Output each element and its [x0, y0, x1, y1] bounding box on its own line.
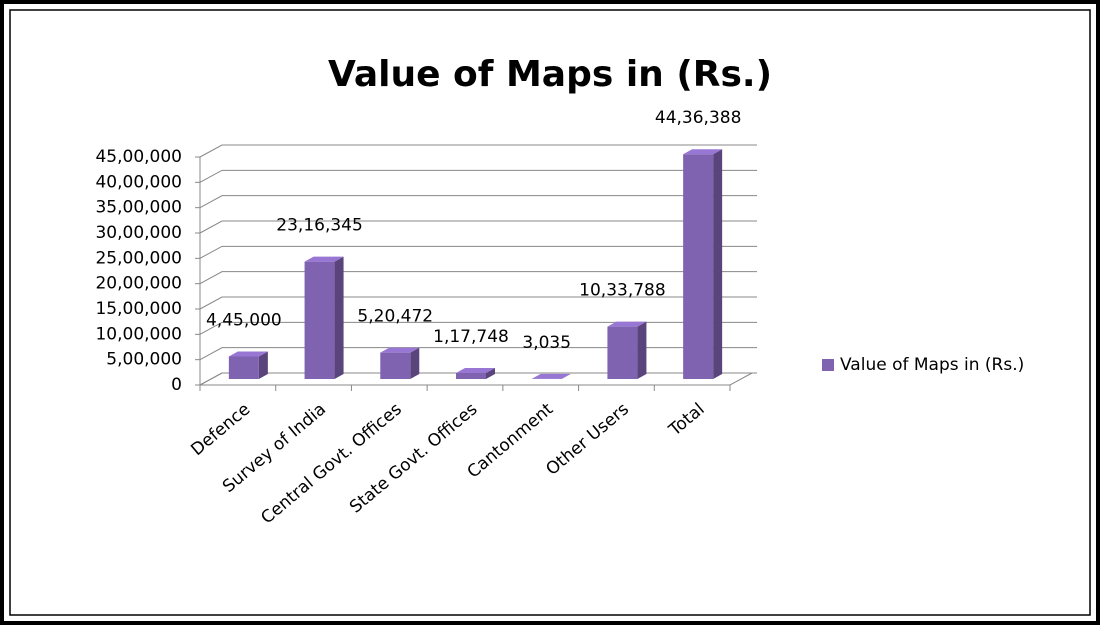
x-tick-label: Total: [665, 399, 709, 440]
bar-top: [607, 321, 647, 327]
value-label: 3,035: [522, 333, 571, 353]
grid-line: [199, 144, 757, 158]
grid-line: [199, 220, 757, 234]
bar: [607, 326, 638, 379]
bar-side: [637, 321, 647, 379]
y-tick-label: 25,00,000: [95, 248, 182, 268]
bar-top: [304, 256, 344, 262]
legend-label: Value of Maps in (Rs.): [840, 355, 1024, 375]
bar: [683, 154, 714, 379]
grid-line: [199, 347, 757, 361]
bar: [456, 373, 486, 379]
y-tick-label: 20,00,000: [95, 274, 182, 294]
bar-side: [334, 256, 344, 379]
inner-frame: [9, 9, 1091, 616]
legend-swatch: [822, 359, 834, 371]
grid-line: [199, 296, 757, 310]
bar-top: [683, 149, 723, 155]
bar-top: [380, 347, 420, 353]
grid-line: [199, 195, 757, 209]
grid-line: [199, 321, 757, 335]
bar-top: [531, 373, 571, 379]
x-tick-label: Defence: [187, 399, 254, 460]
grid-line: [199, 245, 757, 259]
x-tick-label: Other Users: [542, 399, 633, 480]
chart-title: Value of Maps in (Rs.): [328, 54, 772, 95]
value-label: 4,45,000: [206, 310, 282, 330]
bar-side: [486, 368, 495, 379]
value-label: 44,36,388: [655, 108, 742, 128]
y-tick-label: 35,00,000: [95, 198, 182, 218]
value-label: 1,17,748: [433, 327, 509, 347]
value-label: 5,20,472: [357, 307, 433, 327]
y-tick-label: 40,00,000: [95, 172, 182, 192]
grid-line: [199, 271, 757, 285]
bar-side: [713, 149, 723, 379]
bar-side: [258, 351, 268, 379]
value-label: 23,16,345: [276, 216, 363, 236]
bar: [228, 356, 259, 379]
bar-top: [228, 351, 268, 357]
bar: [380, 352, 411, 379]
y-tick-label: 0: [171, 375, 182, 395]
x-tick-label: State Govt. Offices: [346, 399, 482, 517]
x-tick-label: Central Govt. Offices: [257, 399, 405, 528]
grid-line: [199, 169, 757, 183]
value-label: 10,33,788: [579, 281, 666, 301]
y-tick-label: 45,00,000: [95, 147, 182, 167]
grid-line: [199, 372, 757, 386]
bar-side: [561, 373, 571, 379]
bar-side: [410, 347, 420, 379]
y-tick-label: 15,00,000: [95, 299, 182, 319]
bar-top: [456, 368, 495, 374]
y-tick-label: 5,00,000: [106, 350, 182, 370]
y-tick-label: 10,00,000: [95, 324, 182, 344]
bar: [304, 261, 335, 379]
y-tick-label: 30,00,000: [95, 223, 182, 243]
